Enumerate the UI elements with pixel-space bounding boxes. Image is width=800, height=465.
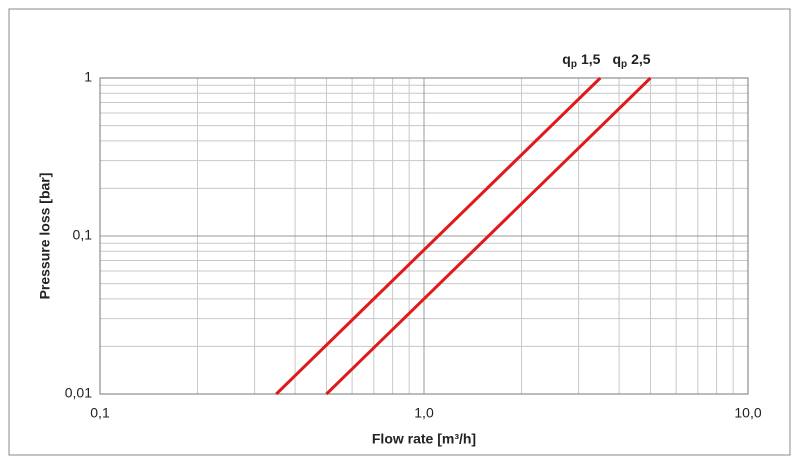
series-label: qp 2,5 bbox=[612, 51, 650, 70]
series-symbol: q bbox=[562, 51, 571, 67]
series-line bbox=[325, 76, 652, 396]
plot-border bbox=[99, 77, 749, 395]
series-subscript: p bbox=[621, 59, 627, 70]
series-label: qp 1,5 bbox=[562, 51, 600, 70]
y-tick-label: 0,1 bbox=[73, 227, 93, 243]
series-subscript: p bbox=[571, 59, 577, 70]
y-tick-label: 1 bbox=[84, 69, 92, 85]
series-name: 2,5 bbox=[631, 51, 651, 67]
series-line bbox=[275, 76, 602, 396]
series-name: 1,5 bbox=[581, 51, 601, 67]
y-axis-label: Pressure loss [bar] bbox=[37, 173, 53, 300]
frame bbox=[8, 8, 791, 456]
y-tick-label: 0,01 bbox=[65, 385, 92, 401]
x-axis-label: Flow rate [m³/h] bbox=[372, 431, 476, 447]
series-symbol: q bbox=[612, 51, 621, 67]
x-tick-label: 0,1 bbox=[90, 405, 110, 421]
x-tick-label: 10,0 bbox=[734, 405, 761, 421]
x-tick-label: 1,0 bbox=[414, 405, 434, 421]
